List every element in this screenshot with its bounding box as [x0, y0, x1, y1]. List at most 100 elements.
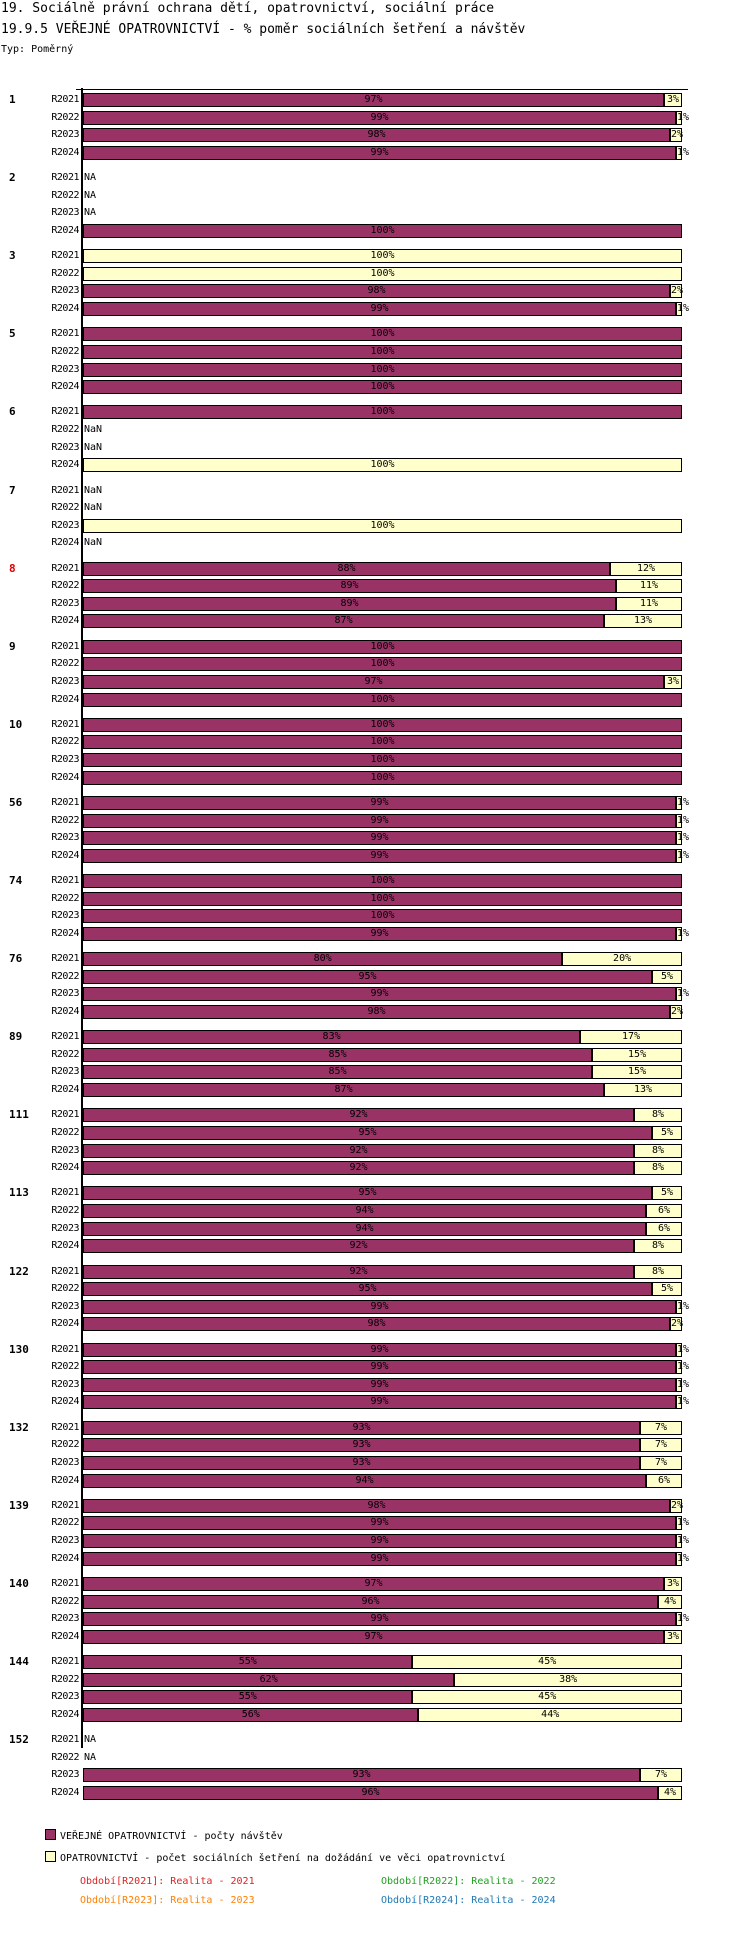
bar-segment-visits: 97% [83, 1576, 665, 1591]
chart-type-label: Typ: Poměrný [1, 44, 74, 55]
bar-segment-surveys: 1% [676, 1551, 690, 1566]
group-label: 1 [9, 93, 16, 106]
bar-segment-surveys: 1% [676, 302, 690, 316]
bar-segment-surveys: 100% [83, 518, 682, 533]
period-label: R2021 [51, 1499, 79, 1511]
group-label: 130 [9, 1342, 29, 1356]
page-title: 19. Sociálně právní ochrana dětí, opatro… [1, 1, 495, 16]
bar-segment-visits: 100% [83, 344, 682, 359]
group-label: 6 [9, 405, 16, 419]
period-label: R2022 [51, 424, 79, 435]
period-label: R2024 [51, 1084, 79, 1095]
bar-segment-visits: 100% [83, 657, 682, 672]
bar-segment-visits: 87% [83, 614, 605, 629]
period-label: R2021 [51, 1343, 79, 1355]
bar-segment-surveys: 8% [634, 1239, 682, 1254]
bar-segment-surveys: 6% [646, 1473, 682, 1488]
period-label: R2023 [51, 1613, 79, 1625]
period-label: R2023 [51, 597, 79, 609]
bar-segment-surveys: 8% [634, 1108, 682, 1123]
bar-segment-surveys: 3% [664, 1629, 682, 1644]
bar-segment-surveys: 2% [670, 128, 684, 143]
group-label: 152 [9, 1733, 29, 1747]
bar-segment-visits: 99% [83, 302, 676, 316]
bar-segment-surveys: 100% [83, 249, 682, 264]
period-label: R2024 [51, 1630, 79, 1642]
bar-segment-visits: 100% [83, 735, 682, 750]
legend-swatch-cream [45, 1851, 56, 1862]
bar-segment-visits: 94% [83, 1473, 647, 1488]
period-label: R2023 [51, 1456, 79, 1468]
bar-segment-visits: 99% [83, 848, 676, 863]
bar-segment-surveys: 15% [592, 1065, 682, 1080]
period-label: R2022 [51, 1126, 79, 1138]
period-label: R2023 [51, 754, 79, 765]
bar-segment-surveys: 7% [640, 1768, 682, 1783]
period-label: R2023 [51, 1144, 79, 1156]
bar-segment-visits: 99% [83, 1360, 676, 1375]
bar-segment-surveys: 2% [670, 1004, 684, 1019]
bar-segment-surveys: 1% [676, 831, 690, 846]
bar-segment-surveys: 1% [676, 110, 690, 125]
group-label: 5 [9, 327, 16, 341]
group-label: 3 [9, 249, 16, 263]
legend-item-surveys: OPATROVNICTVÍ - počet sociálních šetření… [45, 1851, 506, 1864]
bar-segment-surveys: 1% [676, 926, 690, 941]
bar-segment-visits: 96% [83, 1785, 659, 1800]
period-label: R2021 [51, 953, 79, 965]
group-label: 89 [9, 1030, 23, 1044]
period-label: R2023 [51, 519, 79, 531]
period-label: R2024 [51, 146, 79, 158]
bar-segment-surveys: 11% [616, 579, 682, 594]
bar-segment-surveys: 1% [676, 795, 690, 810]
bar-segment-surveys: 1% [676, 1377, 690, 1392]
period-label: R2024 [51, 224, 79, 236]
group-label: 76 [9, 952, 23, 966]
bar-segment-surveys: 11% [616, 596, 682, 611]
period-label: R2021 [51, 1109, 79, 1121]
group-label: 9 [9, 639, 16, 653]
bar-segment-surveys: 5% [652, 1125, 682, 1140]
bar-segment-visits: 87% [83, 1083, 605, 1097]
missing-value: NA [84, 207, 97, 219]
bar-segment-surveys: 1% [676, 848, 690, 863]
period-label: R2022 [51, 111, 79, 123]
group-label: 56 [9, 795, 23, 809]
group-label: 111 [9, 1108, 29, 1122]
bar-segment-visits: 83% [83, 1030, 581, 1045]
bar-segment-visits: 92% [83, 1143, 635, 1158]
period-label: R2022 [51, 345, 79, 357]
period-label: R2024 [51, 1396, 79, 1408]
period-label: R2024 [51, 381, 79, 393]
bar-segment-visits: 100% [83, 380, 682, 395]
bar-segment-visits: 100% [83, 770, 682, 785]
bar-segment-visits: 99% [83, 110, 676, 125]
bar-segment-visits: 92% [83, 1161, 635, 1176]
bar-segment-surveys: 5% [652, 969, 682, 984]
bar-segment-visits: 99% [83, 1377, 676, 1392]
bar-segment-visits: 100% [83, 909, 682, 924]
bar-segment-visits: 100% [83, 327, 682, 342]
period-label: R2021 [51, 875, 79, 886]
bar-segment-surveys: 1% [676, 1299, 690, 1314]
bar-segment-visits: 95% [83, 969, 653, 984]
missing-value: NA [84, 1734, 97, 1746]
period-label: R2021 [51, 172, 79, 184]
bar-segment-visits: 95% [83, 1282, 653, 1297]
bar-segment-visits: 93% [83, 1420, 641, 1435]
group-label: 113 [9, 1186, 29, 1200]
bar-segment-visits: 100% [83, 362, 682, 377]
period-label: R2023 [51, 441, 79, 453]
bar-segment-visits: 92% [83, 1264, 635, 1279]
bar-segment-visits: 62% [83, 1672, 455, 1687]
period-label: R2024 [51, 1162, 79, 1174]
bar-segment-surveys: 1% [676, 987, 690, 1002]
period-label: R2022 [51, 658, 79, 670]
bar-segment-surveys: 45% [412, 1690, 682, 1705]
period-label: R2022 [51, 1205, 79, 1216]
period-label: R2024 [51, 1474, 79, 1486]
bar-segment-surveys: 100% [83, 266, 682, 281]
bar-segment-visits: 99% [83, 1534, 676, 1548]
period-label: R2023 [51, 1769, 79, 1781]
period-label: R2022 [51, 267, 79, 279]
